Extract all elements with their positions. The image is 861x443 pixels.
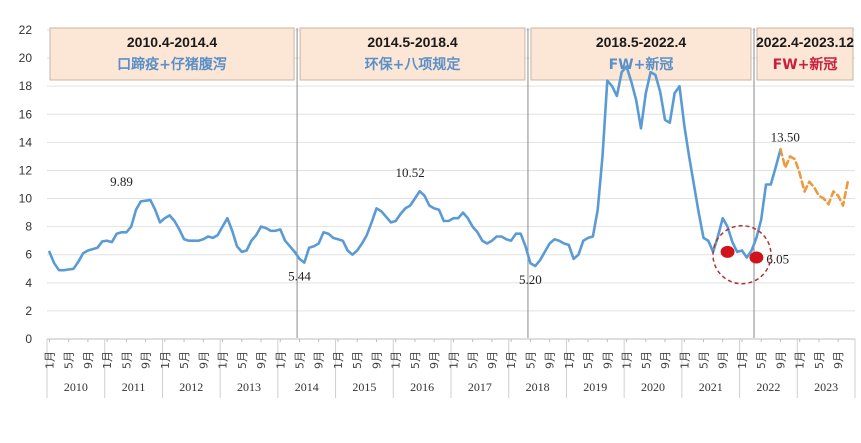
year-label: 2020 bbox=[641, 380, 665, 394]
month-tick-label: 1月 bbox=[159, 351, 172, 369]
period-subtitle: 口蹄疫+仔猪腹泻 bbox=[117, 56, 227, 73]
period-panels: 2010.4-2014.4 口蹄疫+仔猪腹泻 2014.5-2018.4 环保+八项规… bbox=[49, 27, 854, 338]
month-tick-label: 1月 bbox=[447, 351, 460, 369]
month-tick-label: 9月 bbox=[428, 351, 441, 369]
period-subtitle: FW+新冠 bbox=[773, 56, 838, 73]
year-label: 2019 bbox=[583, 380, 607, 394]
month-tick-label: 5月 bbox=[467, 351, 480, 369]
year-label: 2016 bbox=[410, 380, 434, 394]
y-axis-ticks: 0 2 4 6 8 10 12 14 16 18 20 22 bbox=[19, 23, 33, 346]
month-tick-label: 9月 bbox=[717, 351, 730, 369]
month-tick-label: 5月 bbox=[409, 351, 422, 369]
y-tick-label: 22 bbox=[19, 23, 33, 37]
y-tick-label: 4 bbox=[25, 276, 32, 290]
period-subtitle: FW+新冠 bbox=[609, 56, 674, 73]
y-tick-label: 8 bbox=[25, 220, 32, 234]
period-panel bbox=[756, 27, 854, 81]
forecast-line bbox=[779, 148, 850, 207]
period-title: 2010.4-2014.4 bbox=[127, 34, 218, 50]
series-lines bbox=[48, 65, 850, 272]
data-label: 9.89 bbox=[110, 174, 133, 189]
month-tick-label: 5月 bbox=[236, 351, 249, 369]
highlight-dot bbox=[749, 251, 764, 264]
month-tick-label: 9月 bbox=[486, 351, 499, 369]
month-tick-label: 5月 bbox=[582, 351, 595, 369]
year-label: 2015 bbox=[352, 380, 376, 394]
month-tick-label: 5月 bbox=[813, 351, 826, 369]
y-tick-label: 0 bbox=[25, 332, 32, 346]
y-tick-label: 20 bbox=[19, 51, 33, 65]
month-tick-label: 1月 bbox=[794, 351, 807, 369]
month-tick-label: 5月 bbox=[178, 351, 191, 369]
month-tick-label: 9月 bbox=[313, 351, 326, 369]
year-label: 2021 bbox=[699, 380, 723, 394]
month-tick-label: 5月 bbox=[294, 351, 307, 369]
year-label: 2010 bbox=[64, 380, 88, 394]
month-tick-label: 5月 bbox=[120, 351, 133, 369]
period-panel bbox=[530, 27, 752, 81]
period-title: 2022.4-2023.12 bbox=[756, 34, 854, 50]
year-label: 2017 bbox=[468, 380, 492, 394]
year-label: 2022 bbox=[756, 380, 780, 394]
y-tick-label: 10 bbox=[19, 192, 33, 206]
month-tick-label: 1月 bbox=[563, 351, 576, 369]
year-label: 2013 bbox=[237, 380, 261, 394]
year-label: 2011 bbox=[122, 380, 146, 394]
month-tick-label: 5月 bbox=[351, 351, 364, 369]
period-title: 2014.5-2018.4 bbox=[367, 34, 458, 50]
y-tick-label: 18 bbox=[19, 79, 33, 93]
month-tick-label: 1月 bbox=[332, 351, 345, 369]
data-label: 5.44 bbox=[288, 269, 311, 284]
month-tick-label: 9月 bbox=[659, 351, 672, 369]
month-tick-label: 1月 bbox=[678, 351, 691, 369]
month-tick-label: 1月 bbox=[101, 351, 114, 369]
data-label: 6.05 bbox=[766, 252, 789, 267]
year-label: 2012 bbox=[179, 380, 203, 394]
month-tick-label: 5月 bbox=[698, 351, 711, 369]
month-tick-label: 1月 bbox=[621, 351, 634, 369]
y-tick-label: 16 bbox=[19, 107, 33, 121]
month-tick-label: 1月 bbox=[43, 351, 56, 369]
data-label: 10.52 bbox=[395, 165, 424, 180]
month-tick-label: 5月 bbox=[63, 351, 76, 369]
x-axis: 1月 5月 9月 2010 1月 5月 9月 2011 1月 5月 9月 2012 1月 5月 9月 2013… bbox=[43, 338, 856, 398]
month-tick-label: 9月 bbox=[197, 351, 210, 369]
highlight-dot bbox=[720, 245, 735, 258]
month-tick-label: 5月 bbox=[640, 351, 653, 369]
y-tick-label: 14 bbox=[19, 135, 33, 149]
month-tick-label: 1月 bbox=[505, 351, 518, 369]
period-title: 2018.5-2022.4 bbox=[596, 34, 687, 50]
y-tick-label: 12 bbox=[19, 163, 33, 177]
month-tick-label: 1月 bbox=[274, 351, 287, 369]
year-label: 2023 bbox=[814, 380, 838, 394]
period-panel bbox=[299, 27, 526, 81]
highlight-circle bbox=[712, 224, 772, 285]
month-tick-label: 5月 bbox=[755, 351, 768, 369]
data-label: 13.50 bbox=[771, 129, 800, 144]
month-tick-label: 5月 bbox=[524, 351, 537, 369]
month-tick-label: 1月 bbox=[390, 351, 403, 369]
period-subtitle: 环保+八项规定 bbox=[365, 56, 461, 73]
month-tick-label: 9月 bbox=[832, 351, 845, 369]
year-label: 2018 bbox=[526, 380, 550, 394]
period-panel bbox=[49, 27, 295, 81]
y-tick-label: 2 bbox=[25, 304, 32, 318]
month-tick-label: 1月 bbox=[736, 351, 749, 369]
price-line bbox=[48, 65, 782, 272]
month-tick-label: 9月 bbox=[140, 351, 153, 369]
annotations: 9.89 5.44 10.52 5.20 6.05 13.50 bbox=[110, 129, 800, 287]
data-label: 5.20 bbox=[519, 272, 542, 287]
month-tick-label: 9月 bbox=[255, 351, 268, 369]
month-tick-label: 9月 bbox=[82, 351, 95, 369]
month-tick-label: 9月 bbox=[544, 351, 557, 369]
month-tick-label: 9月 bbox=[601, 351, 614, 369]
month-tick-label: 1月 bbox=[217, 351, 230, 369]
month-tick-label: 9月 bbox=[774, 351, 787, 369]
y-tick-label: 6 bbox=[25, 248, 32, 262]
year-label: 2014 bbox=[295, 380, 319, 394]
month-tick-label: 9月 bbox=[370, 351, 383, 369]
